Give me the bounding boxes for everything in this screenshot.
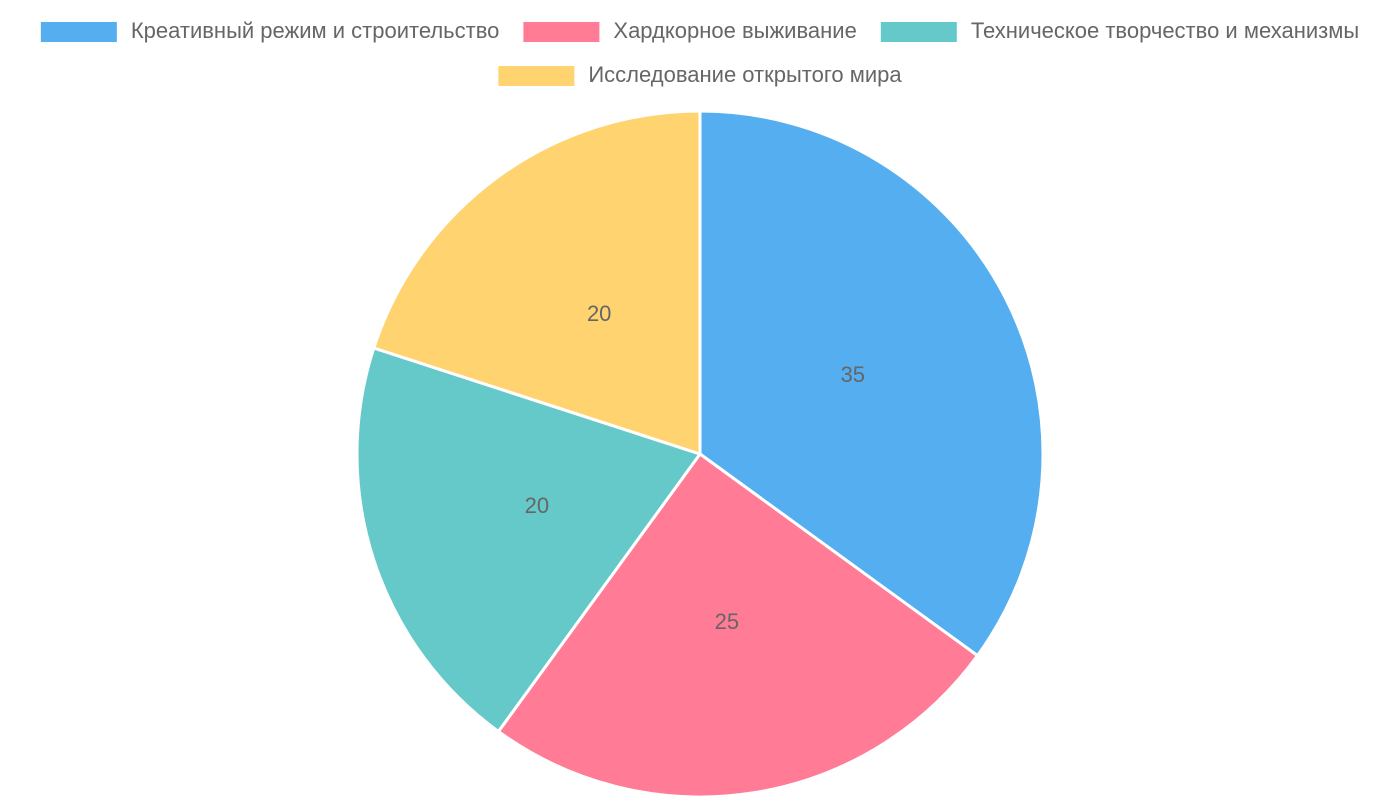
data-label: 25 [715, 609, 739, 634]
legend-label[interactable]: Исследование открытого мира [588, 62, 902, 87]
data-label: 20 [525, 493, 549, 518]
legend-swatch[interactable] [880, 22, 957, 42]
data-label: 20 [587, 301, 611, 326]
pie-slice [496, 451, 980, 799]
data-label: 35 [841, 362, 865, 387]
legend-swatch[interactable] [40, 22, 117, 42]
legend-label[interactable]: Техническое творчество и механизмы [971, 18, 1359, 43]
legend-swatch[interactable] [498, 66, 575, 86]
pie-slice [355, 346, 703, 734]
pie-slice [371, 109, 702, 457]
pie-slice [698, 109, 1045, 658]
legend-label[interactable]: Креативный режим и строительство [131, 18, 500, 43]
legend-label[interactable]: Хардкорное выживание [613, 18, 856, 43]
legend-swatch[interactable] [523, 22, 600, 42]
